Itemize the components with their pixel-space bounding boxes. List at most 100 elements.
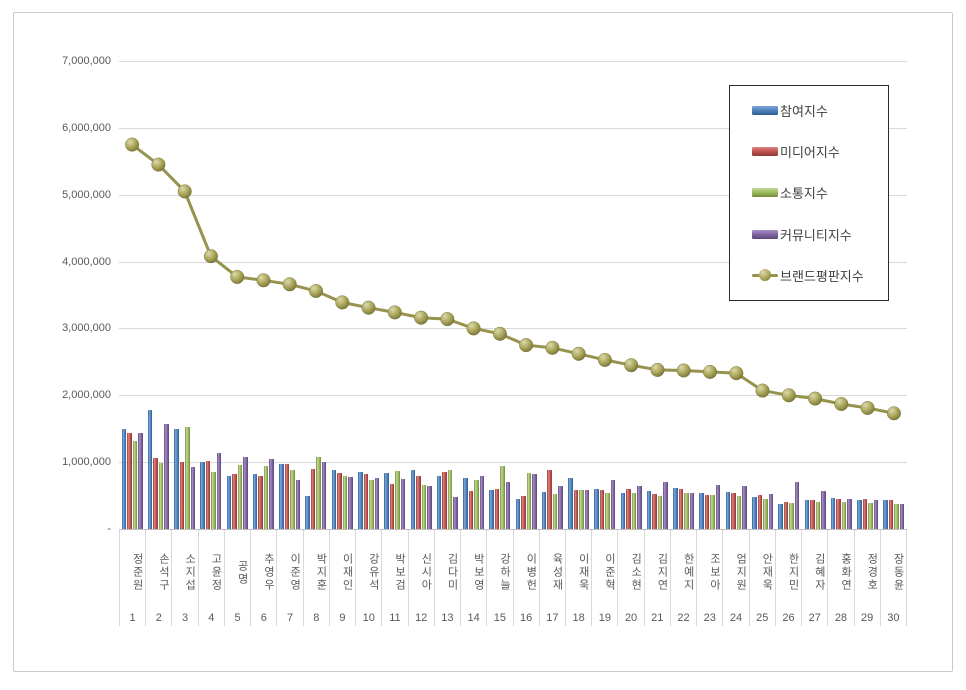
bar-커뮤니티지수 (190, 466, 196, 529)
bar-커뮤니티지수 (821, 490, 826, 529)
bar-커뮤니티지수 (794, 481, 800, 529)
bar-미디어지수 (337, 472, 342, 529)
rank-label: 3 (172, 609, 199, 626)
bar-group-19 (592, 61, 618, 529)
bar-소통지수 (868, 502, 873, 529)
bar-group-11 (382, 61, 408, 529)
plot-area: 7,000,000 6,000,000 5,000,000 4,000,000 3,00… (62, 55, 907, 535)
bar-미디어지수 (810, 499, 815, 529)
category-label: 이재욱 (566, 530, 593, 609)
bar-참여지수 (463, 478, 468, 529)
rank-label: 11 (382, 609, 409, 626)
bar-소통지수 (447, 470, 453, 529)
category-label: 홍화연 (828, 530, 855, 609)
rank-label: 8 (304, 609, 330, 626)
bar-커뮤니티지수 (138, 432, 143, 529)
bar-참여지수 (410, 470, 416, 529)
bar-미디어지수 (836, 498, 841, 529)
line-marker-3 (177, 184, 192, 199)
bar-소통지수 (710, 494, 715, 529)
y-tick-label: 5,000,000 (62, 188, 111, 201)
bar-커뮤니티지수 (295, 479, 301, 529)
bar-참여지수 (489, 489, 494, 529)
category-label: 김다미 (435, 530, 462, 609)
bar-참여지수 (830, 498, 836, 529)
line-marker-16 (519, 338, 534, 353)
line-marker-6 (256, 273, 271, 288)
rank-label: 22 (671, 609, 698, 626)
bar-커뮤니티지수 (348, 476, 353, 529)
bar-참여지수 (778, 503, 783, 529)
bar-미디어지수 (783, 501, 789, 529)
y-tick-label: 4,000,000 (62, 255, 111, 268)
category-label: 정준원 (120, 530, 147, 609)
bar-소통지수 (132, 440, 138, 529)
line-marker-10 (361, 300, 376, 315)
bar-커뮤니티지수 (558, 485, 563, 529)
line-marker-28 (834, 397, 849, 412)
bar-group-3 (172, 61, 198, 529)
bar-미디어지수 (626, 488, 631, 529)
bar-참여지수 (147, 410, 153, 529)
bar-커뮤니티지수 (216, 452, 222, 529)
bar-소통지수 (369, 479, 374, 529)
gridline (119, 328, 907, 330)
x-axis-category-labels: 정준원 손석구 소지섭 고윤정 공명 추영우 이준영 박지훈 이재인 강유석 박보검 신시아 김다미 박보… (119, 529, 908, 609)
bar-소통지수 (815, 502, 821, 529)
legend: 참여지수 미디어지수 소통지수 커뮤니티지수 브랜드평판지수 (729, 85, 889, 301)
category-label: 육성재 (540, 530, 566, 609)
line-marker-7 (282, 277, 297, 292)
bar-미디어지수 (547, 470, 552, 529)
y-tick-label: 3,000,000 (62, 322, 111, 335)
bar-미디어지수 (731, 492, 736, 529)
bar-참여지수 (384, 472, 389, 529)
rank-label: 10 (356, 609, 383, 626)
bar-소통지수 (237, 464, 243, 529)
bar-미디어지수 (494, 488, 500, 529)
bar-참여지수 (699, 492, 704, 529)
bar-참여지수 (174, 428, 179, 529)
bar-소통지수 (579, 490, 584, 529)
rank-label: 14 (461, 609, 488, 626)
bar-소통지수 (841, 501, 847, 529)
rank-label: 17 (540, 609, 566, 626)
legend-swatch-icon (752, 106, 778, 116)
rank-label: 1 (120, 609, 147, 626)
bar-커뮤니티지수 (742, 485, 747, 529)
category-label: 박지훈 (304, 530, 330, 609)
line-marker-1 (125, 137, 140, 152)
line-marker-22 (676, 363, 691, 378)
bar-참여지수 (673, 488, 678, 529)
bar-커뮤니티지수 (637, 486, 642, 529)
bar-참여지수 (331, 469, 337, 529)
rank-label: 29 (855, 609, 881, 626)
category-label: 강하늘 (487, 530, 514, 609)
legend-label: 커뮤니티지수 (780, 227, 852, 243)
rank-label: 12 (409, 609, 435, 626)
bar-group-9 (329, 61, 355, 529)
rank-label: 19 (592, 609, 619, 626)
bar-group-14 (460, 61, 486, 529)
line-marker-11 (387, 305, 402, 320)
category-label: 조보아 (697, 530, 724, 609)
bar-group-28 (828, 61, 854, 529)
chart-frame: 7,000,000 6,000,000 5,000,000 4,000,000 3,00… (13, 12, 953, 672)
bar-group-15 (487, 61, 513, 529)
rank-label: 23 (697, 609, 724, 626)
bar-커뮤니티지수 (164, 424, 169, 529)
bar-groups (119, 61, 907, 529)
bar-group-21 (644, 61, 670, 529)
bar-미디어지수 (416, 475, 421, 529)
bar-커뮤니티지수 (505, 482, 511, 529)
bar-커뮤니티지수 (768, 493, 773, 529)
bar-소통지수 (789, 502, 794, 529)
rank-label: 28 (828, 609, 855, 626)
bar-커뮤니티지수 (427, 485, 432, 529)
legend-item: 브랜드평판지수 (752, 265, 888, 285)
bar-참여지수 (200, 462, 205, 529)
line-marker-25 (755, 383, 770, 398)
bar-소통지수 (631, 492, 637, 529)
bar-커뮤니티지수 (873, 499, 879, 529)
bar-커뮤니티지수 (321, 462, 327, 529)
line-marker-24 (729, 366, 744, 381)
